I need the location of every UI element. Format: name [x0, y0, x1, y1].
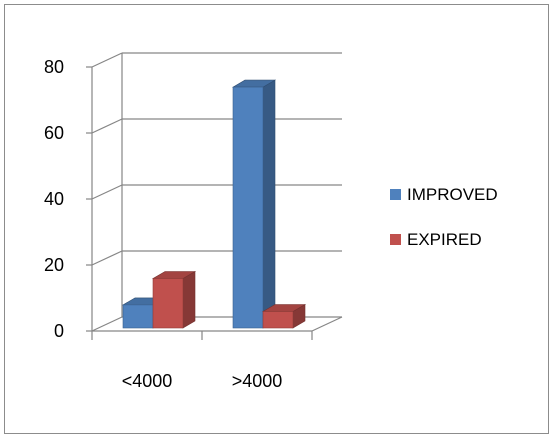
- gridline-depth: [91, 250, 123, 266]
- bar-expired-1: [151, 270, 197, 329]
- bar-improved-2: [231, 79, 277, 329]
- gridline-depth: [91, 184, 123, 200]
- legend-item-improved: IMPROVED: [390, 183, 498, 206]
- legend-swatch-improved: [390, 189, 401, 200]
- bar-side: [262, 79, 276, 329]
- chart-frame: [4, 4, 549, 434]
- legend-item-expired: EXPIRED: [390, 228, 498, 251]
- gridline-depth: [91, 118, 123, 134]
- y-tick-label: 40: [44, 189, 64, 209]
- gridline-depth: [91, 316, 123, 332]
- x-tick-label: <4000: [122, 371, 173, 391]
- y-tick-label: 0: [54, 321, 64, 341]
- bar-expired-2: [261, 303, 307, 329]
- bar-front: [152, 278, 184, 329]
- bar-chart: 0 20 40 60 80 <4000 >4000: [44, 52, 343, 391]
- bar-front: [262, 311, 294, 329]
- y-tick-label: 20: [44, 255, 64, 275]
- bar-side: [182, 270, 196, 329]
- y-tick-label: 80: [44, 57, 64, 77]
- chart-legend: IMPROVED EXPIRED: [390, 183, 498, 273]
- bar-front: [122, 304, 154, 329]
- y-tick-label: 60: [44, 123, 64, 143]
- bar-front: [232, 86, 264, 329]
- x-tick-label: >4000: [232, 371, 283, 391]
- floor-right-edge: [311, 316, 343, 332]
- legend-label-expired: EXPIRED: [407, 229, 482, 249]
- gridline-depth: [91, 52, 123, 68]
- legend-label-improved: IMPROVED: [407, 184, 498, 204]
- legend-swatch-expired: [390, 234, 401, 245]
